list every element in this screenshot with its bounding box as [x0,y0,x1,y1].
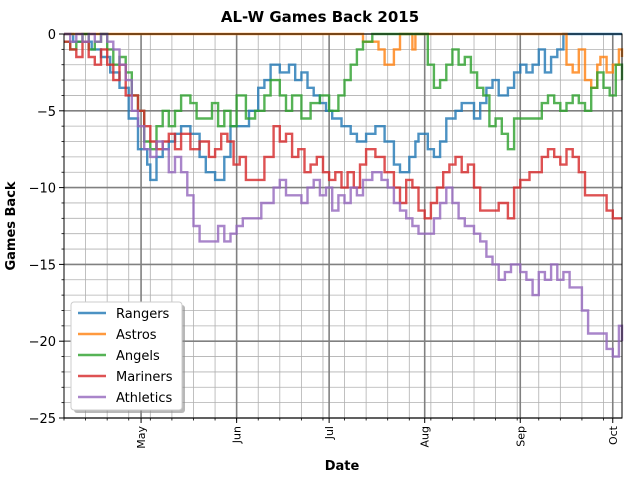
legend-label-astros: Astros [116,328,157,343]
y-tick-label: −10 [29,182,56,197]
x-tick-label: Aug [419,426,432,447]
x-axis-label: Date [325,459,360,474]
x-tick-label: Jun [231,426,244,444]
y-tick-label: −15 [29,258,56,273]
x-tick-label: Jul [323,426,336,440]
series-lines [64,32,624,358]
y-tick-label: −25 [29,412,56,427]
legend-box [70,301,183,411]
legend-label-mariners: Mariners [116,370,173,385]
legend-label-angels: Angels [116,349,160,364]
legend-label-rangers: Rangers [116,307,170,322]
x-axis: May Jun Jul Aug Sep Oct [63,418,620,449]
chart-title: AL-W Games Back 2015 [221,8,419,26]
legend-label-athletics: Athletics [116,391,172,406]
series-line-athletics [64,32,624,358]
plot-frame [63,33,623,419]
legend-items: Rangers Astros Angels Mariners Athletics [78,307,173,406]
y-axis: 0 −5 −10 −15 −20 −25 [29,28,64,427]
x-tick-label: Sep [514,426,527,447]
series-line-astros [64,32,624,89]
x-tick-label: May [135,426,148,449]
y-tick-label: −5 [37,105,56,120]
y-axis-label: Games Back [4,181,19,270]
y-tick-label: −20 [29,335,56,350]
y-tick-label: 0 [48,28,56,43]
x-tick-label: Oct [607,425,620,445]
series-line-mariners [64,40,622,220]
legend: Rangers Astros Angels Mariners Athletics [70,301,185,413]
